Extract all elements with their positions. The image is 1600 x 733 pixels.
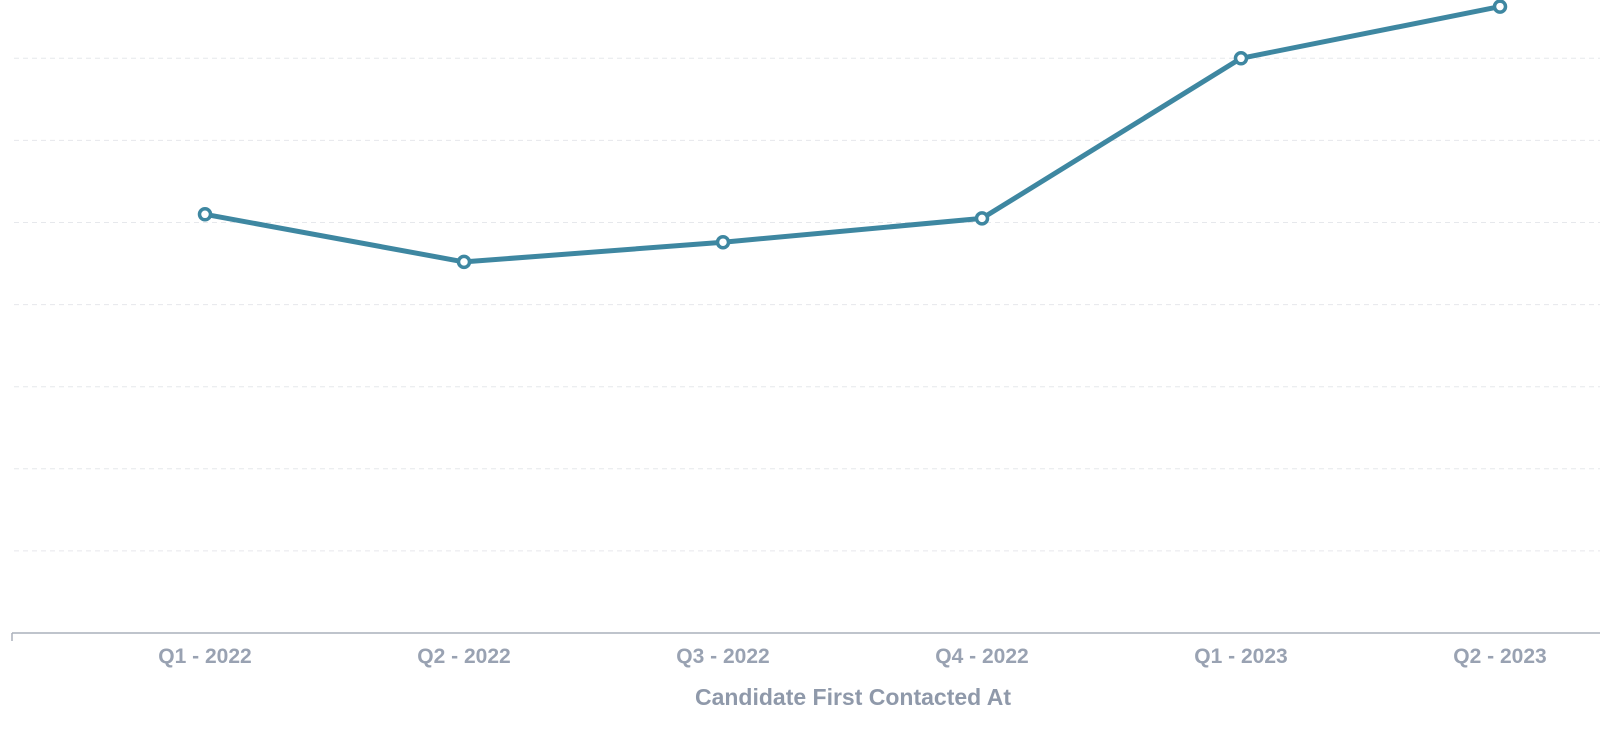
data-point[interactable] — [974, 211, 990, 226]
x-tick-label: Q4 - 2022 — [935, 645, 1028, 668]
x-tick-label: Q1 - 2022 — [158, 645, 251, 668]
x-axis-ticks: Q1 - 2022 Q2 - 2022 Q3 - 2022 Q4 - 2022 Q1 -… — [11, 633, 1547, 668]
data-point[interactable] — [197, 207, 213, 222]
x-axis-title: Candidate First Contacted At — [695, 684, 1011, 710]
x-tick-label: Q2 - 2023 — [1453, 645, 1546, 668]
x-tick-label: Q1 - 2023 — [1194, 645, 1287, 668]
gridlines — [14, 57, 1600, 552]
series-group — [197, 0, 1508, 270]
data-point[interactable] — [456, 254, 472, 270]
series-line — [202, 4, 1503, 265]
data-point[interactable] — [1492, 0, 1508, 14]
x-tick-label: Q2 - 2022 — [417, 645, 510, 668]
x-tick-label: Q3 - 2022 — [676, 645, 769, 668]
data-point[interactable] — [1233, 51, 1249, 66]
data-point[interactable] — [715, 234, 731, 250]
